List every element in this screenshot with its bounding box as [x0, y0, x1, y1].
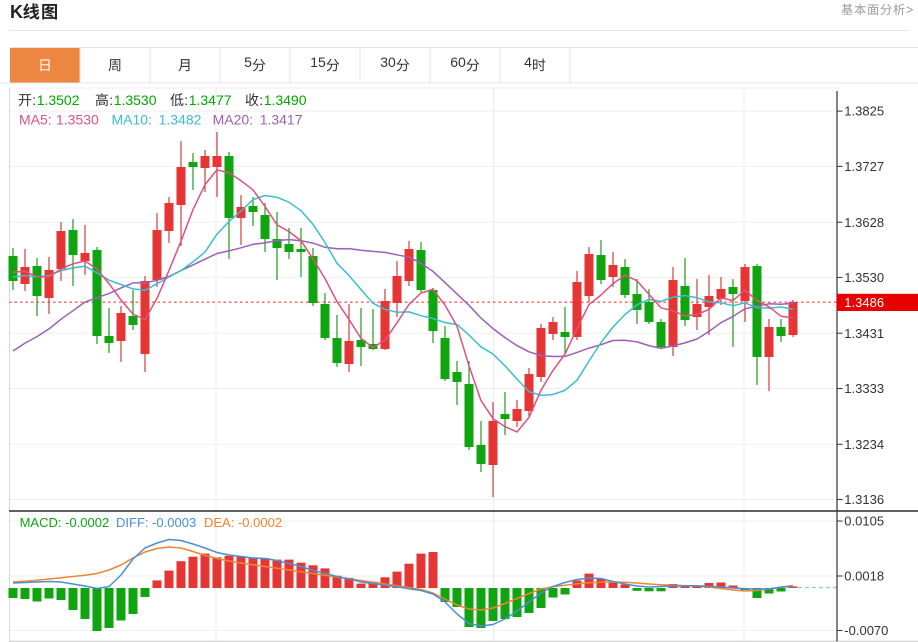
svg-text:0.0105: 0.0105 — [844, 514, 884, 529]
svg-text:DIFF: -0.0003: DIFF: -0.0003 — [116, 515, 196, 530]
svg-text:MA20:: MA20: — [213, 112, 253, 128]
svg-text:1.3136: 1.3136 — [844, 492, 884, 507]
svg-text::: : — [259, 92, 263, 108]
svg-text:1.3486: 1.3486 — [844, 295, 884, 310]
svg-text:1.3530: 1.3530 — [114, 92, 157, 108]
svg-text:1.3502: 1.3502 — [37, 92, 80, 108]
svg-text:30: 30 — [380, 54, 396, 70]
svg-text:1.3628: 1.3628 — [844, 215, 884, 230]
svg-text:1.3431: 1.3431 — [844, 326, 884, 341]
svg-text:1.3530: 1.3530 — [56, 112, 99, 128]
svg-text::: : — [109, 92, 113, 108]
svg-text:1.3333: 1.3333 — [844, 381, 884, 396]
svg-text:5: 5 — [244, 54, 252, 70]
svg-text::: : — [32, 92, 36, 108]
svg-text:15: 15 — [310, 54, 326, 70]
svg-text:0.0018: 0.0018 — [844, 569, 884, 584]
svg-text:DEA: -0.0002: DEA: -0.0002 — [204, 515, 282, 530]
svg-text:1.3417: 1.3417 — [260, 112, 303, 128]
svg-text:4: 4 — [524, 54, 532, 70]
svg-text:-0.0070: -0.0070 — [844, 623, 888, 638]
svg-text:K: K — [10, 2, 23, 22]
svg-text:1.3530: 1.3530 — [844, 270, 884, 285]
svg-text:1.3477: 1.3477 — [189, 92, 232, 108]
svg-text:1.3490: 1.3490 — [264, 92, 307, 108]
svg-text:1.3727: 1.3727 — [844, 159, 884, 174]
svg-text:60: 60 — [450, 54, 466, 70]
svg-text:1.3825: 1.3825 — [844, 104, 884, 119]
svg-text:MA10:: MA10: — [112, 112, 152, 128]
svg-text:MA5:: MA5: — [19, 112, 52, 128]
svg-text:1.3234: 1.3234 — [844, 437, 884, 452]
svg-text:MACD: -0.0002: MACD: -0.0002 — [20, 515, 110, 530]
svg-text:>: > — [906, 3, 913, 17]
svg-text:1.3482: 1.3482 — [159, 112, 202, 128]
svg-text::: : — [184, 92, 188, 108]
